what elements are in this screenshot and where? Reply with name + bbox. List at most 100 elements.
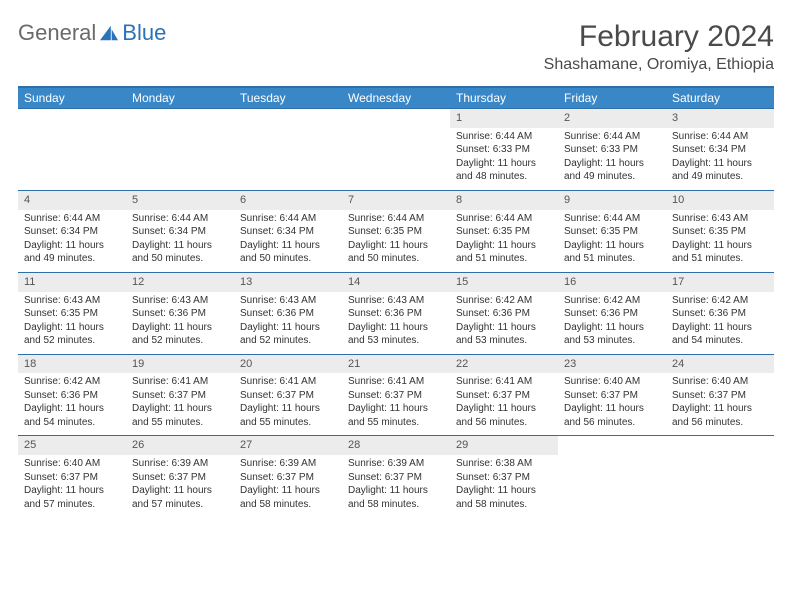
day-body: Sunrise: 6:43 AMSunset: 6:36 PMDaylight:…: [234, 292, 342, 354]
weekday-header: Sunday: [18, 88, 126, 108]
day-number: 3: [666, 109, 774, 128]
daylight-text: Daylight: 11 hours and 53 minutes.: [456, 321, 552, 348]
sunset-text: Sunset: 6:36 PM: [564, 307, 660, 321]
day-body: Sunrise: 6:42 AMSunset: 6:36 PMDaylight:…: [450, 292, 558, 354]
location-subtitle: Shashamane, Oromiya, Ethiopia: [544, 56, 774, 74]
week-row: 18Sunrise: 6:42 AMSunset: 6:36 PMDayligh…: [18, 354, 774, 436]
day-cell: 10Sunrise: 6:43 AMSunset: 6:35 PMDayligh…: [666, 191, 774, 272]
sunset-text: Sunset: 6:35 PM: [456, 225, 552, 239]
daylight-text: Daylight: 11 hours and 54 minutes.: [24, 402, 120, 429]
day-body: Sunrise: 6:42 AMSunset: 6:36 PMDaylight:…: [18, 373, 126, 435]
day-cell: 20Sunrise: 6:41 AMSunset: 6:37 PMDayligh…: [234, 355, 342, 436]
weekday-header-row: Sunday Monday Tuesday Wednesday Thursday…: [18, 88, 774, 108]
sunset-text: Sunset: 6:36 PM: [240, 307, 336, 321]
day-body: Sunrise: 6:44 AMSunset: 6:34 PMDaylight:…: [234, 210, 342, 272]
day-cell: 11 Sunrise: 6:43 AMSunset: 6:35 PMDayligh…: [18, 273, 126, 354]
weekday-header: Saturday: [666, 88, 774, 108]
day-number: 16: [558, 273, 666, 292]
sunset-text: Sunset: 6:37 PM: [456, 471, 552, 485]
daylight-text: Daylight: 11 hours and 57 minutes.: [24, 484, 120, 511]
calendar: Sunday Monday Tuesday Wednesday Thursday…: [18, 86, 774, 517]
sunrise-text: Sunrise: 6:39 AM: [240, 457, 336, 471]
day-body: Sunrise: 6:44 AMSunset: 6:35 PMDaylight:…: [342, 210, 450, 272]
sunrise-text: Sunrise: 6:44 AM: [348, 212, 444, 226]
day-cell: 4Sunrise: 6:44 AMSunset: 6:34 PMDaylight…: [18, 191, 126, 272]
daylight-text: Daylight: 11 hours and 51 minutes.: [564, 239, 660, 266]
sunrise-text: Sunrise: 6:43 AM: [24, 294, 120, 308]
day-number: 17: [666, 273, 774, 292]
weekday-header: Thursday: [450, 88, 558, 108]
day-number: 11: [18, 273, 126, 292]
sunset-text: Sunset: 6:37 PM: [564, 389, 660, 403]
sunrise-text: Sunrise: 6:41 AM: [132, 375, 228, 389]
sunrise-text: Sunrise: 6:44 AM: [456, 130, 552, 144]
daylight-text: Daylight: 11 hours and 55 minutes.: [348, 402, 444, 429]
sunrise-text: Sunrise: 6:41 AM: [456, 375, 552, 389]
daylight-text: Daylight: 11 hours and 51 minutes.: [456, 239, 552, 266]
daylight-text: Daylight: 11 hours and 56 minutes.: [564, 402, 660, 429]
sunset-text: Sunset: 6:34 PM: [672, 143, 768, 157]
weekday-header: Wednesday: [342, 88, 450, 108]
day-number: 5: [126, 191, 234, 210]
day-number: 2: [558, 109, 666, 128]
daylight-text: Daylight: 11 hours and 50 minutes.: [132, 239, 228, 266]
sunrise-text: Sunrise: 6:42 AM: [24, 375, 120, 389]
sunrise-text: Sunrise: 6:44 AM: [564, 130, 660, 144]
day-body: Sunrise: 6:41 AMSunset: 6:37 PMDaylight:…: [342, 373, 450, 435]
day-body: Sunrise: 6:43 AMSunset: 6:36 PMDaylight:…: [342, 292, 450, 354]
week-row: 1Sunrise: 6:44 AMSunset: 6:33 PMDaylight…: [18, 108, 774, 190]
daylight-text: Daylight: 11 hours and 57 minutes.: [132, 484, 228, 511]
sunrise-text: Sunrise: 6:44 AM: [456, 212, 552, 226]
sunset-text: Sunset: 6:36 PM: [132, 307, 228, 321]
day-cell: 22Sunrise: 6:41 AMSunset: 6:37 PMDayligh…: [450, 355, 558, 436]
day-cell: [666, 436, 774, 517]
daylight-text: Daylight: 11 hours and 52 minutes.: [24, 321, 120, 348]
day-number: 21: [342, 355, 450, 374]
sunset-text: Sunset: 6:34 PM: [240, 225, 336, 239]
day-cell: 14Sunrise: 6:43 AMSunset: 6:36 PMDayligh…: [342, 273, 450, 354]
sunset-text: Sunset: 6:34 PM: [132, 225, 228, 239]
sunset-text: Sunset: 6:35 PM: [564, 225, 660, 239]
day-body: Sunrise: 6:43 AMSunset: 6:36 PMDaylight:…: [126, 292, 234, 354]
sunrise-text: Sunrise: 6:39 AM: [348, 457, 444, 471]
sunset-text: Sunset: 6:37 PM: [240, 471, 336, 485]
sunset-text: Sunset: 6:37 PM: [672, 389, 768, 403]
day-number: 20: [234, 355, 342, 374]
day-body: Sunrise: 6:42 AMSunset: 6:36 PMDaylight:…: [666, 292, 774, 354]
weekday-header: Friday: [558, 88, 666, 108]
day-cell: 21Sunrise: 6:41 AMSunset: 6:37 PMDayligh…: [342, 355, 450, 436]
day-number: 25: [18, 436, 126, 455]
day-cell: 9Sunrise: 6:44 AMSunset: 6:35 PMDaylight…: [558, 191, 666, 272]
sunset-text: Sunset: 6:37 PM: [456, 389, 552, 403]
day-number: 22: [450, 355, 558, 374]
day-body: Sunrise: 6:44 AMSunset: 6:34 PMDaylight:…: [126, 210, 234, 272]
day-cell: 17Sunrise: 6:42 AMSunset: 6:36 PMDayligh…: [666, 273, 774, 354]
sunrise-text: Sunrise: 6:43 AM: [672, 212, 768, 226]
daylight-text: Daylight: 11 hours and 49 minutes.: [24, 239, 120, 266]
day-cell: 25Sunrise: 6:40 AMSunset: 6:37 PMDayligh…: [18, 436, 126, 517]
sunset-text: Sunset: 6:35 PM: [24, 307, 120, 321]
sunrise-text: Sunrise: 6:38 AM: [456, 457, 552, 471]
day-number: 24: [666, 355, 774, 374]
day-cell: 1Sunrise: 6:44 AMSunset: 6:33 PMDaylight…: [450, 109, 558, 190]
day-number: 6: [234, 191, 342, 210]
sunset-text: Sunset: 6:33 PM: [456, 143, 552, 157]
day-cell: [18, 109, 126, 190]
day-number: 7: [342, 191, 450, 210]
daylight-text: Daylight: 11 hours and 58 minutes.: [348, 484, 444, 511]
day-cell: 26Sunrise: 6:39 AMSunset: 6:37 PMDayligh…: [126, 436, 234, 517]
day-cell: [234, 109, 342, 190]
day-cell: 12Sunrise: 6:43 AMSunset: 6:36 PMDayligh…: [126, 273, 234, 354]
day-cell: 15Sunrise: 6:42 AMSunset: 6:36 PMDayligh…: [450, 273, 558, 354]
day-cell: 5Sunrise: 6:44 AMSunset: 6:34 PMDaylight…: [126, 191, 234, 272]
weeks-container: 1Sunrise: 6:44 AMSunset: 6:33 PMDaylight…: [18, 108, 774, 517]
day-cell: 16Sunrise: 6:42 AMSunset: 6:36 PMDayligh…: [558, 273, 666, 354]
daylight-text: Daylight: 11 hours and 52 minutes.: [240, 321, 336, 348]
day-number: 10: [666, 191, 774, 210]
day-number: 8: [450, 191, 558, 210]
day-cell: 19Sunrise: 6:41 AMSunset: 6:37 PMDayligh…: [126, 355, 234, 436]
brand-text-blue: Blue: [122, 20, 166, 46]
daylight-text: Daylight: 11 hours and 56 minutes.: [672, 402, 768, 429]
day-body: Sunrise: 6:44 AMSunset: 6:33 PMDaylight:…: [450, 128, 558, 190]
sunset-text: Sunset: 6:37 PM: [348, 389, 444, 403]
